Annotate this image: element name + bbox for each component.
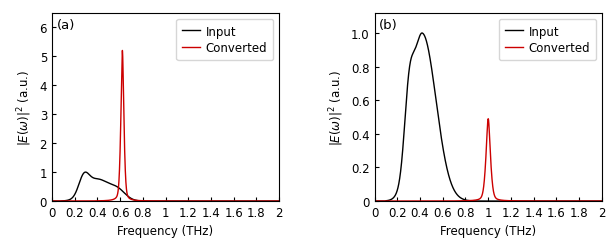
Legend: Input, Converted: Input, Converted bbox=[176, 20, 273, 61]
Text: (a): (a) bbox=[56, 20, 75, 32]
Y-axis label: $|E(\omega)|^2$ (a.u.): $|E(\omega)|^2$ (a.u.) bbox=[15, 70, 34, 146]
Text: (b): (b) bbox=[379, 20, 398, 32]
X-axis label: Frequency (THz): Frequency (THz) bbox=[117, 224, 214, 237]
Legend: Input, Converted: Input, Converted bbox=[499, 20, 596, 61]
X-axis label: Frequency (THz): Frequency (THz) bbox=[440, 224, 536, 237]
Y-axis label: $|E(\omega)|^2$ (a.u.): $|E(\omega)|^2$ (a.u.) bbox=[327, 70, 346, 146]
